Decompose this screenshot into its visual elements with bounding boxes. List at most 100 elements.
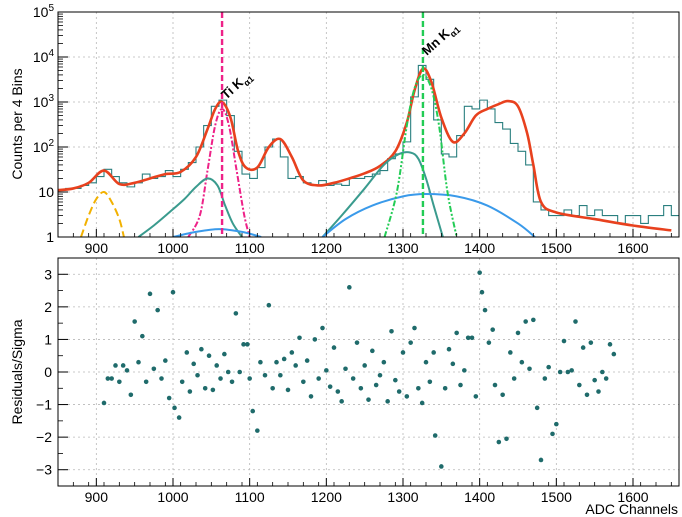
residual-point (416, 385, 421, 391)
peak-annotation-label: Ti Kα1 (218, 68, 256, 105)
residual-point (584, 392, 590, 398)
residual-point (289, 350, 295, 355)
residual-point (136, 359, 141, 365)
residuals-y-ticks: −3 −2 −1 0 1 2 3 (36, 257, 68, 487)
residual-point (580, 345, 586, 350)
residual-point (385, 399, 390, 404)
residual-point (113, 363, 118, 368)
residual-point (155, 307, 160, 313)
spectrum-y-tick-label: 102 (33, 138, 55, 155)
residual-point (408, 340, 413, 345)
residual-point (419, 400, 425, 406)
residual-point (432, 433, 438, 438)
residual-point (184, 350, 190, 355)
residual-point (324, 368, 329, 373)
residual-point (462, 368, 467, 373)
residual-point (285, 387, 291, 393)
residual-point (431, 350, 436, 355)
residual-point (222, 351, 227, 357)
ti-k-alpha1-curve (187, 107, 251, 237)
peak-annotations: Ti Kα1 Mn Kα1 (218, 25, 462, 105)
residual-point (316, 376, 321, 381)
residual-point (301, 379, 306, 385)
residual-point (393, 377, 398, 383)
residual-point (458, 382, 463, 388)
residuals-x-tick-label: 1500 (541, 489, 572, 505)
residual-point (250, 408, 256, 414)
residual-point (603, 376, 609, 381)
spectrum-frame (57, 11, 680, 238)
residual-point (255, 428, 260, 433)
residual-point (362, 363, 367, 368)
spectrum-x-tick-label: 1400 (464, 240, 495, 256)
spectrum-y-tick-label: 10 (38, 184, 54, 200)
residual-point (166, 395, 172, 401)
residuals-panel: 900 1000 1100 1200 1300 1400 1500 1600 −3 −2 −1 0 1… (9, 257, 680, 517)
residual-points (101, 270, 617, 469)
residual-point (247, 376, 252, 381)
residuals-y-tick-label: 3 (44, 266, 52, 282)
residual-point (191, 361, 196, 367)
mn-k-alpha1-curve (383, 73, 458, 237)
residual-point (577, 382, 582, 388)
residual-point (214, 363, 219, 368)
residual-point (270, 385, 275, 391)
spectrum-y-tick-label: 103 (33, 93, 55, 110)
residual-point (515, 330, 521, 336)
residual-point (450, 361, 456, 367)
residual-point (258, 359, 263, 365)
residual-point (500, 392, 505, 398)
residual-point (454, 330, 459, 336)
residual-point (159, 376, 164, 381)
residual-point (469, 335, 475, 341)
residual-point (534, 405, 540, 411)
residual-point (347, 285, 352, 290)
spectrum-x-ticks: 900 1000 1100 1200 1300 1400 1500 1600 (57, 229, 672, 256)
spectrum-x-tick-label: 1600 (617, 240, 648, 256)
residual-point (172, 405, 177, 411)
residual-point (170, 289, 176, 295)
residual-point (343, 366, 348, 372)
residual-point (389, 328, 394, 334)
residual-point (486, 340, 492, 345)
residual-point (350, 376, 356, 381)
residuals-x-tick-label: 1600 (617, 489, 648, 505)
residuals-y-tick-label: −2 (36, 429, 52, 445)
spectrum-panel: 900 1000 1100 1200 1300 1400 1500 1600 1 10 102 10… (9, 3, 680, 256)
residual-point (225, 369, 231, 375)
residuals-y-tick-label: −3 (36, 462, 52, 478)
spectrum-x-tick-label: 1200 (311, 240, 342, 256)
residuals-x-tick-label: 1300 (387, 489, 418, 505)
residual-point (327, 384, 333, 389)
residual-point (245, 342, 250, 347)
residual-point (101, 400, 107, 406)
residual-point (105, 376, 111, 381)
residuals-x-ticks: 900 1000 1100 1200 1300 1400 1500 1600 (57, 478, 672, 505)
residual-point (281, 356, 287, 362)
residual-point (304, 358, 310, 363)
residual-point (546, 364, 551, 370)
residuals-y-axis-label: Residuals/Sigma (9, 319, 25, 424)
residual-point (339, 399, 344, 404)
residual-point (596, 389, 601, 394)
residual-point (163, 358, 168, 363)
residual-point (199, 346, 204, 352)
residuals-x-tick-label: 1100 (235, 489, 265, 505)
residual-point (308, 394, 314, 399)
residual-point (278, 372, 283, 378)
residual-point (210, 387, 216, 393)
residual-point (561, 338, 567, 344)
spectrum-x-tick-label: 900 (85, 240, 109, 256)
spectrum-y-axis-label: Counts per 4 Bins (9, 68, 25, 179)
blue-left-curve (172, 228, 262, 237)
residual-point (120, 363, 126, 368)
residual-point (151, 366, 157, 372)
residual-point (490, 327, 496, 332)
spectrum-y-ticks: 1 10 102 103 104 105 (33, 3, 68, 245)
blue-right-curve (321, 193, 536, 237)
residual-point (538, 457, 544, 463)
residual-point (381, 359, 387, 365)
teal-left-curve (137, 177, 243, 237)
residual-point (557, 369, 563, 375)
